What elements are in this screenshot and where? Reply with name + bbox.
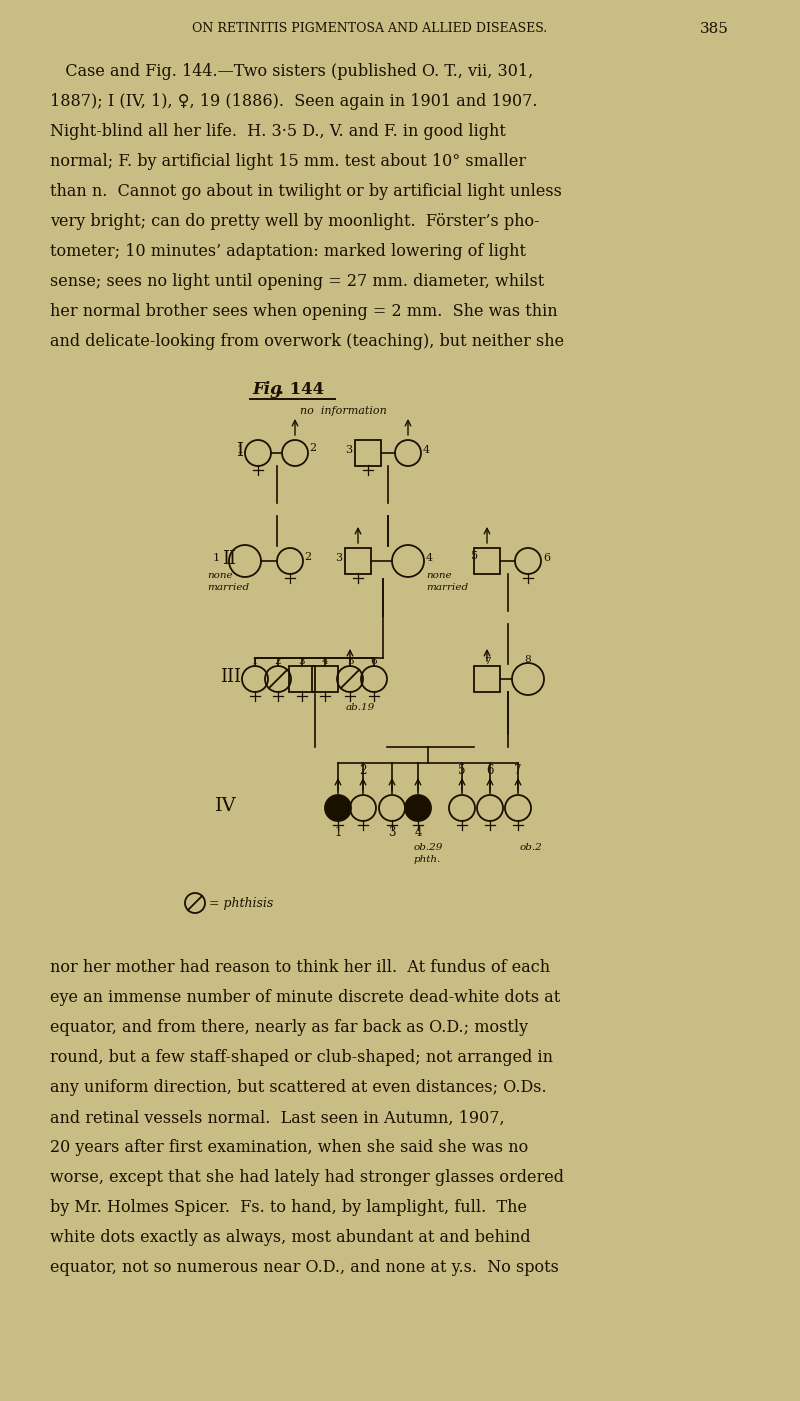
Text: married: married bbox=[426, 583, 468, 591]
Text: ob.29: ob.29 bbox=[414, 842, 443, 852]
Text: eye an immense number of minute discrete dead-white dots at: eye an immense number of minute discrete… bbox=[50, 989, 560, 1006]
Text: none: none bbox=[426, 570, 452, 580]
Text: and delicate-looking from overwork (teaching), but neither she: and delicate-looking from overwork (teac… bbox=[50, 332, 564, 349]
Text: by Mr. Holmes Spicer.  Fs. to hand, by lamplight, full.  The: by Mr. Holmes Spicer. Fs. to hand, by la… bbox=[50, 1199, 527, 1216]
Text: II: II bbox=[222, 551, 236, 567]
Text: 2: 2 bbox=[359, 765, 366, 778]
Text: phth.: phth. bbox=[414, 855, 442, 863]
Text: 4: 4 bbox=[426, 553, 433, 563]
Text: 3: 3 bbox=[298, 657, 306, 665]
Text: no  information: no information bbox=[300, 406, 386, 416]
Text: nor her mother had reason to think her ill.  At fundus of each: nor her mother had reason to think her i… bbox=[50, 960, 550, 976]
Text: 2: 2 bbox=[309, 443, 316, 453]
Text: married: married bbox=[207, 583, 249, 591]
Text: 7: 7 bbox=[514, 765, 522, 778]
Text: white dots exactly as always, most abundant at and behind: white dots exactly as always, most abund… bbox=[50, 1230, 530, 1247]
Text: none: none bbox=[207, 570, 233, 580]
Text: ON RETINITIS PIGMENTOSA AND ALLIED DISEASES.: ON RETINITIS PIGMENTOSA AND ALLIED DISEA… bbox=[193, 22, 547, 35]
Text: and retinal vessels normal.  Last seen in Autumn, 1907,: and retinal vessels normal. Last seen in… bbox=[50, 1110, 505, 1126]
Text: 6: 6 bbox=[370, 657, 378, 665]
Bar bbox=[355, 440, 381, 467]
Text: 4: 4 bbox=[423, 446, 430, 455]
Circle shape bbox=[405, 794, 431, 821]
Text: 4: 4 bbox=[414, 827, 422, 839]
Text: ob.2: ob.2 bbox=[520, 842, 542, 852]
Text: Case and Fig. 144.—Two sisters (published O. T., vii, 301,: Case and Fig. 144.—Two sisters (publishe… bbox=[50, 63, 534, 80]
Text: any uniform direction, but scattered at even distances; O.Ds.: any uniform direction, but scattered at … bbox=[50, 1080, 546, 1097]
Text: sense; sees no light until opening = 27 mm. diameter, whilst: sense; sees no light until opening = 27 … bbox=[50, 273, 544, 290]
Text: 7: 7 bbox=[484, 657, 490, 665]
Text: Fig: Fig bbox=[252, 381, 282, 398]
Bar bbox=[312, 665, 338, 692]
Text: than n.  Cannot go about in twilight or by artificial light unless: than n. Cannot go about in twilight or b… bbox=[50, 182, 562, 199]
Text: normal; F. by artificial light 15 mm. test about 10° smaller: normal; F. by artificial light 15 mm. te… bbox=[50, 153, 526, 170]
Text: 385: 385 bbox=[700, 22, 729, 36]
Text: equator, not so numerous near O.D., and none at y.s.  No spots: equator, not so numerous near O.D., and … bbox=[50, 1259, 559, 1276]
Text: . 144: . 144 bbox=[278, 381, 324, 398]
Text: 3: 3 bbox=[388, 827, 396, 839]
Text: 8: 8 bbox=[525, 654, 531, 664]
Text: Night-blind all her life.  H. 3·5 D., V. and F. in good light: Night-blind all her life. H. 3·5 D., V. … bbox=[50, 122, 506, 140]
Text: 5: 5 bbox=[458, 765, 466, 778]
Text: 20 years after first examination, when she said she was no: 20 years after first examination, when s… bbox=[50, 1139, 528, 1156]
Circle shape bbox=[325, 794, 351, 821]
Bar bbox=[345, 548, 371, 574]
Text: 6: 6 bbox=[543, 553, 550, 563]
Text: equator, and from there, nearly as far back as O.D.; mostly: equator, and from there, nearly as far b… bbox=[50, 1020, 528, 1037]
Text: 1887); I (IV, 1), ♀, 19 (1886).  Seen again in 1901 and 1907.: 1887); I (IV, 1), ♀, 19 (1886). Seen aga… bbox=[50, 92, 538, 109]
Text: worse, except that she had lately had stronger glasses ordered: worse, except that she had lately had st… bbox=[50, 1170, 564, 1187]
Text: tometer; 10 minutes’ adaptation: marked lowering of light: tometer; 10 minutes’ adaptation: marked … bbox=[50, 242, 526, 259]
Text: 4: 4 bbox=[322, 657, 328, 665]
Text: = phthisis: = phthisis bbox=[209, 897, 274, 909]
Bar bbox=[289, 665, 315, 692]
Text: 3: 3 bbox=[345, 446, 352, 455]
Text: round, but a few staff-shaped or club-shaped; not arranged in: round, but a few staff-shaped or club-sh… bbox=[50, 1049, 553, 1066]
Text: 2: 2 bbox=[274, 657, 282, 665]
Text: 6: 6 bbox=[486, 765, 494, 778]
Text: her normal brother sees when opening = 2 mm.  She was thin: her normal brother sees when opening = 2… bbox=[50, 303, 558, 319]
Text: ab.19: ab.19 bbox=[346, 703, 375, 713]
Text: 2: 2 bbox=[304, 552, 311, 562]
Text: IV: IV bbox=[215, 797, 237, 815]
Text: 5: 5 bbox=[471, 551, 478, 560]
Text: 1: 1 bbox=[213, 553, 220, 563]
Text: I: I bbox=[236, 441, 243, 460]
Text: 1: 1 bbox=[237, 446, 244, 455]
Text: 1: 1 bbox=[334, 827, 342, 839]
Text: III: III bbox=[220, 668, 241, 686]
Text: 1: 1 bbox=[252, 657, 258, 665]
Text: very bright; can do pretty well by moonlight.  Förster’s pho-: very bright; can do pretty well by moonl… bbox=[50, 213, 540, 230]
Text: 3: 3 bbox=[335, 553, 342, 563]
Bar bbox=[474, 548, 500, 574]
Text: 5: 5 bbox=[346, 657, 354, 665]
Bar bbox=[474, 665, 500, 692]
